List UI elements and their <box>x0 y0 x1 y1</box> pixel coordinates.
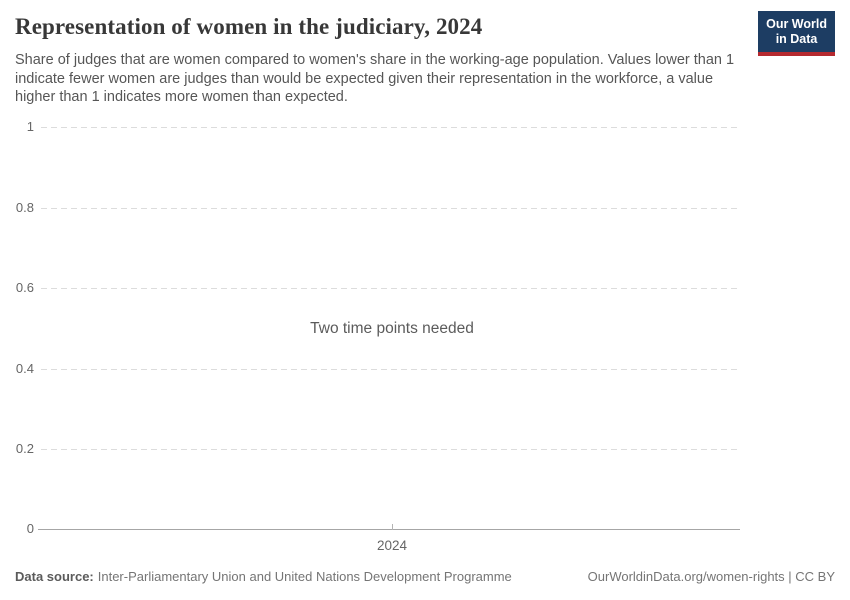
y-axis-tick-label: 0.2 <box>15 441 34 456</box>
data-source: Data source: Inter-Parliamentary Union an… <box>15 568 512 585</box>
empty-chart-message: Two time points needed <box>310 320 474 337</box>
y-axis-tick-label: 0.6 <box>15 280 34 295</box>
y-axis-tick-label: 0.4 <box>15 361 34 376</box>
y-axis-tick-label: 1 <box>26 119 34 134</box>
data-source-label: Data source: <box>15 569 94 584</box>
attribution-link[interactable]: OurWorldinData.org/women-rights | CC BY <box>587 569 835 584</box>
gridline <box>41 449 740 450</box>
y-axis-tick-label: 0.8 <box>15 200 34 215</box>
page-title: Representation of women in the judiciary… <box>15 14 483 39</box>
chart-subtitle: Share of judges that are women compared … <box>15 52 735 105</box>
owid-logo-line1: Our World <box>766 17 827 31</box>
gridline <box>41 369 740 370</box>
x-axis-line <box>38 529 740 530</box>
y-axis-tick-label: 0 <box>26 521 34 536</box>
gridline <box>41 208 740 209</box>
data-source-value: Inter-Parliamentary Union and United Nat… <box>97 569 512 584</box>
gridline <box>41 127 740 128</box>
gridline <box>41 288 740 289</box>
owid-logo: Our World in Data <box>758 11 835 56</box>
owid-logo-line2: in Data <box>775 32 818 46</box>
x-axis-tick-mark <box>392 524 393 530</box>
chart-footer: Data source: Inter-Parliamentary Union an… <box>15 568 835 585</box>
x-axis-tick-label: 2024 <box>376 538 408 553</box>
